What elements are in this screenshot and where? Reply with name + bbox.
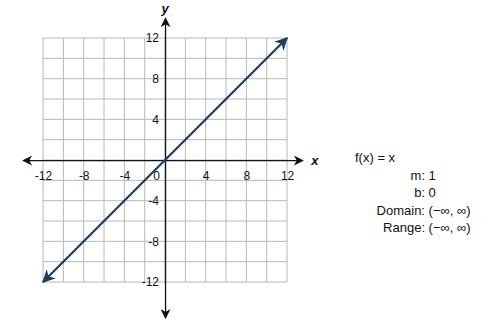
- tick-label: -8: [148, 235, 159, 249]
- annotation: b: 0: [414, 185, 436, 200]
- tick: -12: [142, 275, 165, 289]
- tick: -4: [148, 194, 165, 208]
- tick: 12: [146, 31, 165, 45]
- tick: -8: [79, 160, 90, 183]
- tick: 8: [244, 160, 251, 183]
- annotation: f(x) = x: [355, 150, 396, 165]
- tick: -8: [148, 235, 165, 249]
- chart: -12-8-404812-12-8-44812xyf(x) = xm: 1b: …: [0, 0, 488, 324]
- tick: 4: [152, 113, 165, 127]
- annotation: m: 1: [411, 168, 436, 183]
- tick-label: -4: [148, 194, 159, 208]
- annotation: Domain: (−∞, ∞): [377, 203, 471, 218]
- y-axis: -12 -8 -4 4 8 12: [142, 18, 166, 318]
- tick: 8: [152, 72, 165, 86]
- x-axis-title: x: [310, 153, 319, 168]
- tick-label: -12: [142, 275, 160, 289]
- tick-label: 12: [281, 169, 295, 183]
- tick: 12: [281, 160, 295, 183]
- tick-label: 8: [152, 72, 159, 86]
- y-axis-title: y: [160, 1, 169, 16]
- plot-area: [43, 38, 287, 282]
- axis-line: [165, 18, 166, 318]
- tick-label: 12: [146, 31, 160, 45]
- annotation: Range: (−∞, ∞): [383, 220, 471, 235]
- tick-label: -4: [120, 169, 131, 183]
- tick-label: 4: [152, 113, 159, 127]
- annotations: f(x) = x m: 1 b: 0 Domain: (−∞, ∞) Range: (−…: [355, 150, 471, 235]
- tick-label: -12: [35, 169, 53, 183]
- tick-label: 4: [203, 169, 210, 183]
- tick: -12: [35, 160, 53, 183]
- tick: -4: [120, 160, 131, 183]
- tick: 4: [203, 160, 210, 183]
- tick-label: 8: [244, 169, 251, 183]
- tick-label: -8: [79, 169, 90, 183]
- function-line: [43, 38, 287, 282]
